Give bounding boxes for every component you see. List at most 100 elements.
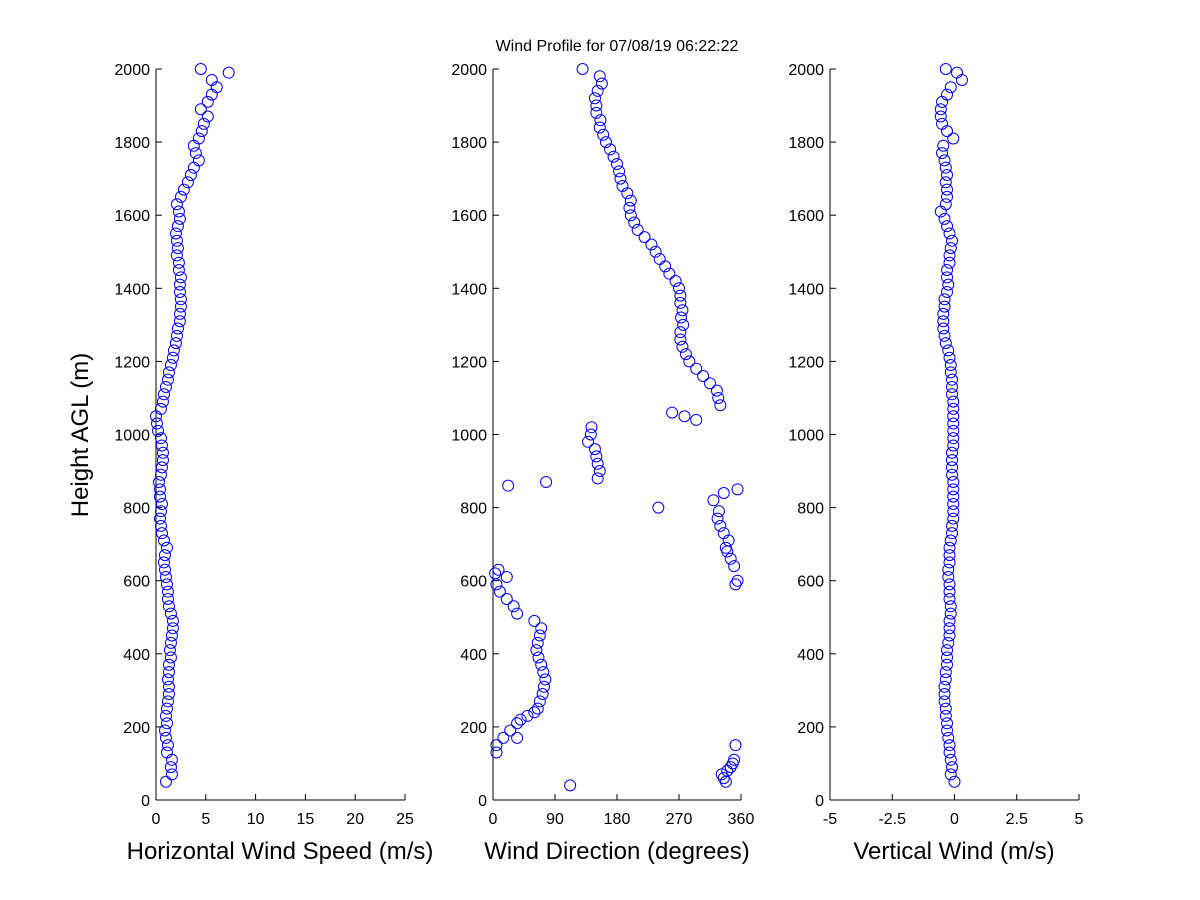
vertical-wind-data-point	[942, 563, 955, 576]
speed-data-point	[158, 549, 171, 562]
vertical-wind-data-point	[937, 307, 950, 320]
direction-data-point	[616, 179, 629, 192]
direction-data-point	[697, 370, 710, 383]
direction-data-point	[514, 713, 527, 726]
vertical-wind-data-point	[946, 461, 959, 474]
direction-x-tick-label: 180	[604, 811, 631, 828]
vertical-wind-data-point	[947, 395, 960, 408]
speed-data-point	[156, 446, 169, 459]
direction-data-point	[528, 614, 541, 627]
direction-data-point	[535, 658, 548, 671]
speed-data-point	[161, 739, 174, 752]
vertical-wind-data-point	[941, 168, 954, 181]
vertical-wind-data-point	[947, 132, 960, 145]
vertical-wind-data-point	[944, 366, 957, 379]
vertical-wind-data-point	[947, 410, 960, 423]
direction-data-point	[591, 84, 604, 97]
speed-data-point	[197, 117, 210, 130]
direction-data-point	[673, 282, 685, 295]
direction-data-point	[614, 172, 627, 185]
direction-y-tick-label: 1600	[451, 208, 487, 225]
vertical-wind-data-point	[941, 717, 954, 730]
direction-data-point	[511, 717, 524, 730]
vertical-wind-data-point	[943, 256, 956, 269]
direction-data-point	[591, 457, 604, 470]
direction-data-point	[666, 406, 679, 419]
speed-data-point	[184, 168, 197, 181]
speed-data-point	[189, 147, 202, 160]
vertical-wind-data-point	[939, 63, 952, 75]
vertical-wind-data-point	[939, 337, 952, 350]
direction-data-point	[623, 201, 636, 214]
direction-data-point	[613, 165, 626, 178]
speed-y-tick-label: 2000	[114, 62, 150, 79]
vertical-wind-data-point	[942, 344, 955, 357]
vertical-wind-data-point	[941, 183, 954, 196]
direction-x-axis-label: Wind Direction (degrees)	[484, 838, 749, 865]
speed-x-axis-label: Horizontal Wind Speed (m/s)	[127, 838, 434, 865]
vertical-wind-data-point	[941, 285, 954, 298]
vertical-wind-data-point	[947, 432, 960, 445]
speed-data-point	[177, 183, 190, 196]
direction-data-point	[676, 304, 689, 317]
direction-data-point	[584, 428, 597, 441]
speed-data-point	[161, 695, 174, 708]
vertical-wind-data-point	[947, 402, 960, 415]
speed-data-point	[160, 541, 173, 554]
direction-data-point	[604, 143, 617, 156]
speed-data-point	[164, 636, 177, 649]
vertical-wind-data-point	[943, 541, 956, 554]
direction-data-point	[511, 731, 524, 744]
direction-y-tick-label: 800	[460, 501, 487, 518]
direction-data-point	[531, 636, 544, 649]
vertical-wind-y-tick-label: 0	[815, 793, 824, 810]
vertical-wind-data-point	[946, 234, 959, 247]
vertical-wind-y-tick-label: 800	[797, 501, 824, 518]
direction-data-point	[674, 289, 687, 302]
direction-data-point	[678, 410, 691, 423]
direction-y-tick-label: 1000	[451, 428, 487, 445]
direction-data-point	[669, 274, 682, 287]
direction-data-point	[530, 644, 543, 657]
speed-data-point	[222, 66, 235, 79]
vertical-wind-data-point	[946, 468, 959, 481]
vertical-wind-data-point	[937, 139, 950, 152]
speed-x-tick-label: 5	[201, 811, 210, 828]
speed-data-point	[165, 768, 178, 781]
speed-data-point	[171, 220, 184, 233]
speed-data-point	[170, 198, 183, 211]
vertical-wind-y-tick-label: 400	[797, 647, 824, 664]
direction-data-point	[599, 136, 612, 149]
speed-y-tick-label: 1800	[114, 135, 150, 152]
vertical-wind-y-tick-label: 2000	[788, 62, 824, 79]
speed-data-point	[173, 212, 186, 225]
speed-data-point	[166, 351, 179, 364]
direction-data-point	[595, 77, 608, 90]
direction-data-point	[674, 333, 687, 346]
speed-panel: Horizontal Wind Speed (m/s) 020040060080…	[114, 62, 433, 865]
direction-y-tick-label: 1400	[451, 281, 487, 298]
speed-data-point	[158, 563, 171, 576]
direction-data-point	[593, 121, 606, 134]
vertical-wind-data-point	[938, 688, 951, 701]
speed-data-point	[151, 424, 164, 437]
vertical-wind-data-point	[944, 607, 957, 620]
speed-data-point	[173, 278, 186, 291]
vertical-wind-x-tick-label: -5	[823, 811, 837, 828]
vertical-wind-data-point	[937, 322, 950, 335]
vertical-wind-data-point	[936, 147, 949, 160]
direction-data-point	[535, 622, 548, 635]
speed-data-point	[201, 110, 214, 123]
speed-data-point	[154, 468, 167, 481]
vertical-wind-data-point	[939, 709, 952, 722]
direction-data-point	[714, 519, 727, 532]
vertical-wind-data-point	[942, 571, 955, 584]
direction-data-point	[540, 476, 553, 489]
direction-data-point	[500, 571, 513, 584]
vertical-wind-y-tick-label: 1200	[788, 354, 824, 371]
speed-data-point	[154, 432, 167, 445]
speed-data-point	[170, 234, 183, 247]
direction-data-point	[728, 560, 741, 573]
vertical-wind-data-point	[936, 117, 949, 130]
direction-data-point	[594, 114, 607, 127]
